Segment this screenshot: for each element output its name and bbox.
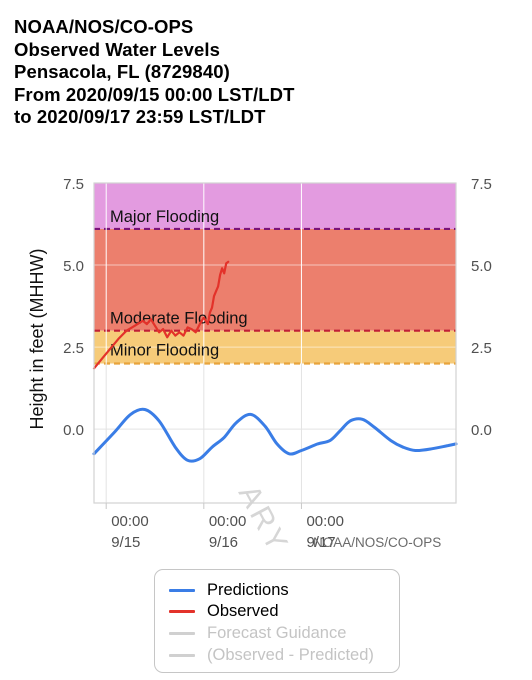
y-tick-label-right-0: 7.5 xyxy=(471,176,492,193)
series-line-observed xyxy=(92,260,230,370)
legend-swatch-predictions xyxy=(169,588,195,592)
title-product: Observed Water Levels xyxy=(14,38,221,60)
legend-swatch-observed xyxy=(169,609,195,613)
legend-item-observed-minus-predicted[interactable]: (Observed - Predicted) xyxy=(169,645,374,665)
source-watermark: NOAA/NOS/CO-OPS xyxy=(313,535,441,550)
y-axis-label: Height in feet (MHHW) xyxy=(27,248,47,429)
x-tick-time-2: 00:00 xyxy=(306,513,344,530)
y-tick-label-left-2: 2.5 xyxy=(63,340,84,357)
title-from: From 2020/09/15 00:00 LST/LDT xyxy=(14,83,295,105)
band-label-moderate-flooding: Moderate Flooding xyxy=(110,310,248,328)
title-station: Pensacola, FL (8729840) xyxy=(14,61,230,82)
x-tick-date-0: 9/15 xyxy=(111,534,140,551)
series-line-predictions xyxy=(92,407,458,463)
legend-item-forecast-guidance[interactable]: Forecast Guidance xyxy=(169,623,346,643)
legend-label-observed-minus-predicted: (Observed - Predicted) xyxy=(207,645,374,664)
title-agency: NOAA/NOS/CO-OPS xyxy=(14,16,194,37)
y-tick-label-left-0: 7.5 xyxy=(63,176,84,193)
legend-label-forecast-guidance: Forecast Guidance xyxy=(207,623,347,642)
band-label-minor-flooding: Minor Flooding xyxy=(110,342,219,360)
legend-swatch-observed-minus-predicted xyxy=(169,653,195,657)
x-tick-date-1: 9/16 xyxy=(209,534,238,551)
y-tick-label-left-1: 5.0 xyxy=(63,258,84,275)
chart-title-block: NOAA/NOS/CO-OPS Observed Water Levels Pe… xyxy=(14,16,295,129)
legend-swatch-forecast-guidance xyxy=(169,631,195,635)
y-tick-label-left-3: 0.0 xyxy=(63,422,84,439)
band-moderate-flooding xyxy=(94,228,456,331)
band-label-major-flooding: Major Flooding xyxy=(110,208,219,226)
x-tick-time-1: 00:00 xyxy=(209,513,247,530)
y-tick-label-right-3: 0.0 xyxy=(471,422,492,439)
y-tick-label-right-2: 2.5 xyxy=(471,340,492,357)
chart-legend: Predictions Observed Forecast Guidance (… xyxy=(154,569,400,673)
flood-bands xyxy=(94,183,456,365)
x-tick-date-2: 9/17 xyxy=(306,534,335,551)
axes: 7.5 7.5 5.0 5.0 2.5 2.5 0.0 0.0 Height in feet (… xyxy=(27,176,492,551)
title-to: to 2020/09/17 23:59 LST/LDT xyxy=(14,106,266,127)
x-tick-time-0: 00:00 xyxy=(111,513,149,530)
series-lines xyxy=(92,260,458,463)
band-major-flooding xyxy=(94,183,456,229)
legend-label-predictions: Predictions xyxy=(207,580,289,599)
legend-item-predictions[interactable]: Predictions xyxy=(169,580,289,600)
plot-frame xyxy=(93,182,457,504)
y-tick-label-right-1: 5.0 xyxy=(471,258,492,275)
legend-item-observed[interactable]: Observed xyxy=(169,601,279,621)
legend-label-observed: Observed xyxy=(207,601,279,620)
